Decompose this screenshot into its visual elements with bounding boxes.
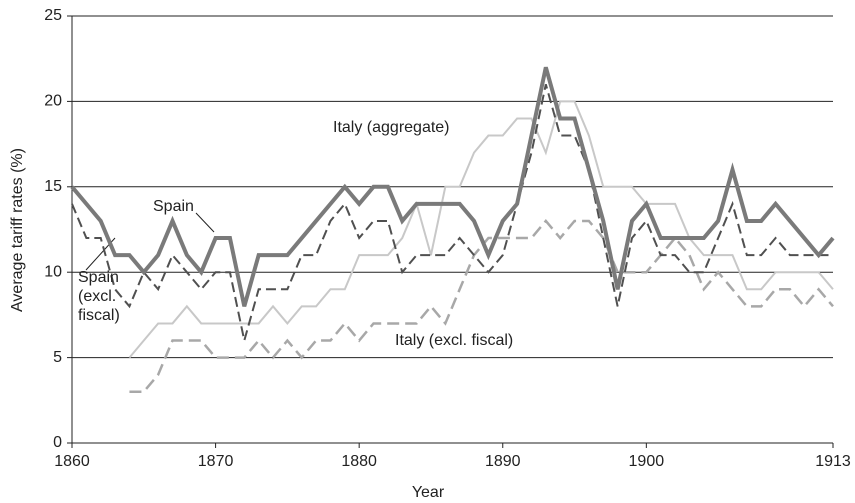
series-line <box>71 84 833 341</box>
x-tick-label: 1870 <box>198 453 234 470</box>
y-axis-label: Average tariff rates (%) <box>9 148 26 312</box>
series-line <box>70 66 835 307</box>
series-line <box>128 100 834 359</box>
leader-line <box>195 212 215 233</box>
series-line <box>129 219 834 394</box>
y-tick-label: 15 <box>44 178 62 195</box>
x-tick-label: 1860 <box>54 453 90 470</box>
annotation: Spain (excl. fiscal) <box>78 269 120 324</box>
y-tick-label: 10 <box>44 263 62 280</box>
annotation: Spain <box>153 198 194 215</box>
x-tick-label: 1890 <box>485 453 521 470</box>
y-tick-label: 25 <box>44 7 62 24</box>
x-tick-label: 1900 <box>629 453 665 470</box>
annotation: Italy (excl. fiscal) <box>395 332 513 349</box>
x-tick-label: 1913 <box>815 453 851 470</box>
y-tick-label: 5 <box>53 349 62 366</box>
annotation: Italy (aggregate) <box>333 119 450 136</box>
x-tick-label: 1880 <box>341 453 377 470</box>
y-tick-label: 0 <box>53 434 62 451</box>
y-tick-label: 20 <box>44 93 62 110</box>
x-axis-label: Year <box>412 484 445 501</box>
